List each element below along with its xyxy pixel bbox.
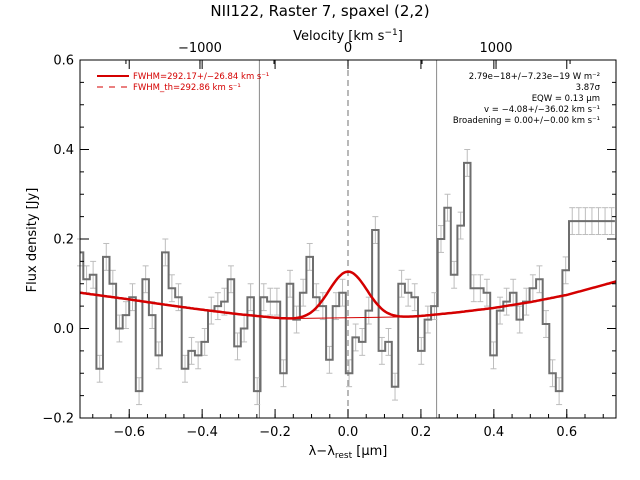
x-tick-label: 0.4 [484,425,505,440]
x-tick-label: −0.2 [259,425,291,440]
top-axis-ticks: −1000 0 1000 [125,41,571,69]
x-axis-ticks: −0.6 −0.4 −0.2 0.0 0.2 0.4 0.6 [92,60,604,440]
y-tick-label: 0.4 [53,143,74,158]
annotation-eqw: EQW = 0.13 μm [532,94,600,104]
spectrum-histogram [80,161,615,393]
y-axis-label: Flux density [Jy] [25,188,40,293]
top-tick-label: −1000 [178,41,222,56]
y-tick-label: −0.2 [42,412,74,427]
top-axis-label: Velocity [km s−1] [293,28,403,44]
annotation-flux: 2.79e−18+/−7.23e−19 W m⁻² [469,72,600,82]
plot-area [77,60,617,418]
x-tick-label: −0.4 [186,425,218,440]
continuum-baseline [285,316,411,320]
x-tick-label: −0.6 [113,425,145,440]
top-tick-label: 1000 [479,41,512,56]
y-tick-label: 0.2 [53,233,74,248]
x-tick-label: 0.6 [556,425,577,440]
legend-item-fwhm-th: FWHM_th=292.86 km s⁻¹ [133,83,241,93]
legend-item-fwhm: FWHM=292.17+/−26.84 km s⁻¹ [133,72,269,82]
top-tick-label: 0 [344,41,352,56]
x-tick-label: 0.2 [411,425,432,440]
gaussian-fit-curve [79,270,617,320]
chart-title: NII122, Raster 7, spaxel (2,2) [210,2,429,20]
x-tick-label: 0.0 [338,425,359,440]
annotation-significance: 3.87σ [576,83,601,93]
x-axis-label: λ−λrest [μm] [309,444,388,461]
annotation-velocity: v = −4.08+/−36.02 km s⁻¹ [484,105,600,115]
y-tick-label: 0.6 [53,54,74,69]
legend: FWHM=292.17+/−26.84 km s⁻¹ FWHM_th=292.8… [97,72,269,93]
y-axis-ticks: −0.2 0.0 0.2 0.4 0.6 [42,54,616,427]
annotation-broadening: Broadening = 0.00+/−0.00 km s⁻¹ [453,116,600,126]
y-tick-label: 0.0 [53,322,74,337]
fit-annotations: 2.79e−18+/−7.23e−19 W m⁻² 3.87σ EQW = 0.… [453,72,601,126]
